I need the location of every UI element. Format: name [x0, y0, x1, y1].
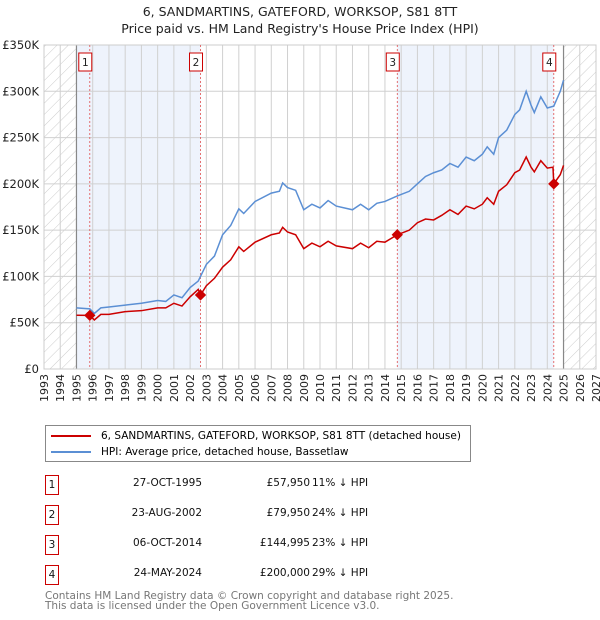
sale-number-label: 1 — [82, 57, 89, 69]
x-tick-label: 2003 — [200, 374, 213, 402]
price-chart: 1993 1994 1995 1996 1997 1998 1999 2000 2001 2002… — [2, 38, 600, 402]
sale-number-badge — [385, 52, 400, 72]
x-tick-label: 2017 — [428, 374, 441, 402]
x-tick-label: 2021 — [493, 374, 506, 402]
footer-copyright: Contains HM Land Registry data © Crown c… — [45, 590, 454, 602]
sale-number-label: 3 — [389, 57, 396, 69]
x-tick-label: 2027 — [590, 374, 600, 402]
transaction-number-badge: 1 — [45, 475, 59, 495]
x-tick-label: 2006 — [249, 374, 262, 402]
transaction-number-badge: 2 — [45, 505, 59, 525]
transaction-date: 23-AUG-2002 — [131, 507, 202, 519]
x-tick-label: 2024 — [541, 374, 554, 402]
legend-swatch-blue — [51, 451, 91, 453]
x-tick-label: 2011 — [330, 374, 343, 402]
y-tick-label: £300K — [2, 84, 39, 98]
transaction-date: 06-OCT-2014 — [133, 537, 202, 549]
sale-number-badge — [78, 52, 93, 72]
x-tick-label: 2002 — [184, 374, 197, 402]
sale-number-label: 2 — [193, 57, 200, 69]
y-tick-label: £0 — [24, 362, 39, 376]
transaction-hpi-diff: 11% ↓ HPI — [312, 477, 369, 489]
chart-subtitle: Price paid vs. HM Land Registry's House … — [121, 21, 479, 36]
legend: 6, SANDMARTINS, GATEFORD, WORKSOP, S81 8… — [45, 425, 471, 462]
sale-point-marker — [548, 178, 560, 190]
x-tick-label: 1995 — [70, 374, 83, 402]
x-tick-label: 2001 — [168, 374, 181, 402]
legend-label-property: 6, SANDMARTINS, GATEFORD, WORKSOP, S81 8… — [101, 430, 461, 442]
x-tick-label: 2023 — [525, 374, 538, 402]
legend-item-property: 6, SANDMARTINS, GATEFORD, WORKSOP, S81 8… — [46, 428, 461, 444]
x-tick-label: 2009 — [298, 374, 311, 402]
y-tick-label: £50K — [10, 316, 40, 330]
x-tick-label: 1998 — [119, 374, 132, 402]
plot-frame — [43, 44, 597, 370]
x-tick-label: 1996 — [87, 374, 100, 402]
x-tick-label: 2005 — [233, 374, 246, 402]
sale-number-label: 4 — [546, 57, 553, 69]
x-tick-label: 2022 — [509, 374, 522, 402]
sale-point-marker — [391, 229, 403, 241]
x-tick-label: 2019 — [460, 374, 473, 402]
y-tick-label: £350K — [2, 38, 39, 52]
x-tick-label: 2012 — [346, 374, 359, 402]
x-tick-label: 2018 — [444, 374, 457, 402]
property-price-line — [76, 155, 565, 321]
x-tick-label: 2007 — [265, 374, 278, 402]
x-tick-label: 1997 — [103, 374, 116, 402]
hpi-line — [76, 79, 565, 315]
x-tick-label: 1994 — [54, 374, 67, 402]
x-tick-label: 2015 — [395, 374, 408, 402]
transaction-price: £57,950 — [266, 477, 310, 489]
legend-swatch-red — [51, 435, 91, 437]
x-tick-label: 2010 — [314, 374, 327, 402]
x-tick-label: 2016 — [411, 374, 424, 402]
chart-title: 6, SANDMARTINS, GATEFORD, WORKSOP, S81 8… — [142, 4, 458, 19]
x-tick-label: 2025 — [558, 374, 571, 402]
transaction-hpi-diff: 23% ↓ HPI — [312, 537, 369, 549]
sale-number-badge — [189, 52, 204, 72]
x-tick-label: 2026 — [574, 374, 587, 402]
x-tick-label: 2008 — [282, 374, 295, 402]
transaction-hpi-diff: 24% ↓ HPI — [312, 507, 369, 519]
transaction-date: 27-OCT-1995 — [133, 477, 202, 489]
legend-label-hpi: HPI: Average price, detached house, Bass… — [101, 446, 349, 458]
y-tick-label: £150K — [2, 223, 39, 237]
transaction-number-badge: 3 — [45, 535, 59, 555]
shaded-region — [76, 45, 201, 369]
sale-number-badge — [542, 52, 557, 72]
x-tick-label: 1993 — [38, 374, 51, 402]
x-tick-label: 2014 — [379, 374, 392, 402]
transaction-hpi-diff: 29% ↓ HPI — [312, 567, 369, 579]
x-tick-label: 2013 — [363, 374, 376, 402]
x-tick-label: 2020 — [476, 374, 489, 402]
x-tick-label: 2004 — [217, 374, 230, 402]
shaded-region — [397, 45, 554, 369]
x-tick-label: 1999 — [135, 374, 148, 402]
transaction-number-badge: 4 — [45, 565, 59, 585]
footer-licence: This data is licensed under the Open Gov… — [45, 600, 380, 612]
x-tick-label: 2000 — [152, 374, 165, 402]
legend-item-hpi: HPI: Average price, detached house, Bass… — [46, 444, 348, 460]
y-tick-label: £100K — [2, 269, 39, 283]
transaction-date: 24-MAY-2024 — [133, 567, 202, 579]
sale-point-marker — [194, 289, 207, 301]
y-tick-label: £250K — [2, 131, 39, 145]
y-tick-label: £200K — [2, 177, 39, 191]
transaction-price: £200,000 — [259, 567, 310, 579]
transaction-price: £79,950 — [266, 507, 310, 519]
transaction-price: £144,995 — [259, 537, 310, 549]
